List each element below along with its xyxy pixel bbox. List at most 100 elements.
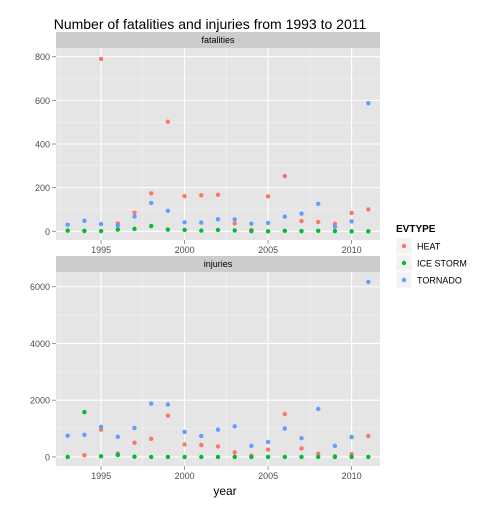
data-point — [215, 227, 221, 233]
data-point — [265, 220, 271, 226]
data-point — [148, 191, 154, 196]
data-point — [232, 221, 237, 226]
data-point — [299, 446, 304, 451]
series-ice-storm — [65, 409, 371, 460]
data-point — [232, 228, 237, 233]
legend-marker — [401, 260, 407, 266]
data-point — [98, 56, 104, 62]
data-point — [332, 443, 338, 449]
x-tick-label: 2005 — [258, 245, 278, 255]
x-axis-label: year — [213, 484, 236, 498]
data-point — [115, 227, 120, 232]
data-point — [199, 442, 204, 448]
data-point — [82, 228, 87, 234]
data-point — [316, 201, 321, 206]
data-point — [316, 454, 321, 460]
data-point — [132, 210, 137, 215]
data-point — [82, 432, 87, 438]
y-tick-label: 800 — [35, 52, 50, 62]
data-point — [182, 220, 187, 225]
data-point — [299, 211, 304, 216]
data-point — [115, 434, 120, 439]
data-point — [366, 229, 371, 234]
data-point — [165, 119, 171, 124]
data-point — [132, 226, 137, 232]
data-point — [316, 228, 321, 234]
data-point — [299, 228, 304, 234]
data-point — [265, 229, 271, 234]
legend-entries: HEAT ICE STORM TORNADO — [395, 237, 467, 289]
y-tick-label: 6000 — [30, 282, 50, 292]
y-tick-label: 0 — [45, 452, 50, 462]
data-point — [232, 424, 237, 429]
data-point — [282, 454, 288, 460]
data-point — [366, 454, 371, 460]
data-point — [182, 227, 187, 233]
x-tick-label: 2000 — [175, 471, 195, 481]
data-point — [148, 223, 154, 229]
series-heat — [82, 56, 371, 234]
series-ice-storm — [65, 223, 371, 234]
data-point — [182, 454, 187, 460]
data-point — [366, 279, 371, 285]
data-point — [299, 218, 304, 224]
data-point — [232, 454, 237, 460]
data-point — [215, 444, 221, 449]
data-point — [165, 413, 171, 418]
data-point — [132, 214, 137, 219]
data-point — [215, 217, 221, 222]
x-tick-label: 1995 — [91, 471, 111, 481]
data-point — [265, 454, 271, 460]
legend-label: ICE STORM — [417, 259, 467, 269]
facet-strip — [56, 256, 380, 272]
plot-background — [56, 272, 380, 466]
data-point — [282, 411, 288, 417]
data-point — [249, 221, 254, 226]
legend-marker — [401, 243, 407, 249]
data-point — [349, 454, 354, 460]
panel-injuries: injuries 0 2000 4000 6000 1995 2000 2005 2010 — [30, 256, 380, 481]
facet-label: fatalities — [201, 35, 235, 45]
y-tick-label: 600 — [35, 96, 50, 106]
data-point — [299, 454, 304, 460]
data-point — [316, 451, 321, 457]
data-point — [232, 217, 237, 222]
data-point — [215, 192, 221, 198]
legend-marker — [401, 277, 407, 283]
data-point — [148, 401, 154, 406]
data-point — [282, 426, 288, 431]
data-point — [366, 101, 371, 106]
data-point — [265, 439, 271, 445]
x-tick-label: 2000 — [175, 245, 195, 255]
y-tick-label: 400 — [35, 140, 50, 150]
data-point — [82, 453, 87, 458]
data-point — [132, 440, 137, 445]
data-point — [98, 454, 104, 459]
data-point — [265, 447, 271, 452]
data-point — [232, 450, 237, 455]
y-tick-label: 4000 — [30, 339, 50, 349]
data-point — [366, 433, 371, 439]
data-point — [349, 210, 354, 216]
data-point — [165, 227, 171, 232]
chart-title: Number of fatalities and injuries from 1… — [54, 16, 367, 32]
data-point — [65, 228, 70, 233]
data-point — [282, 173, 288, 179]
data-point — [115, 223, 120, 228]
y-tick-label: 2000 — [30, 396, 50, 406]
data-point — [349, 219, 354, 224]
data-point — [165, 208, 171, 213]
data-point — [98, 221, 104, 227]
data-point — [215, 427, 221, 432]
series-tornado — [65, 279, 371, 449]
data-point — [249, 228, 254, 234]
data-point — [332, 454, 338, 460]
data-point — [82, 218, 87, 223]
data-point — [132, 425, 137, 431]
legend-title: EVTYPE — [396, 224, 436, 235]
x-tick-label: 2010 — [342, 245, 362, 255]
data-point — [282, 228, 288, 234]
data-point — [215, 454, 221, 460]
